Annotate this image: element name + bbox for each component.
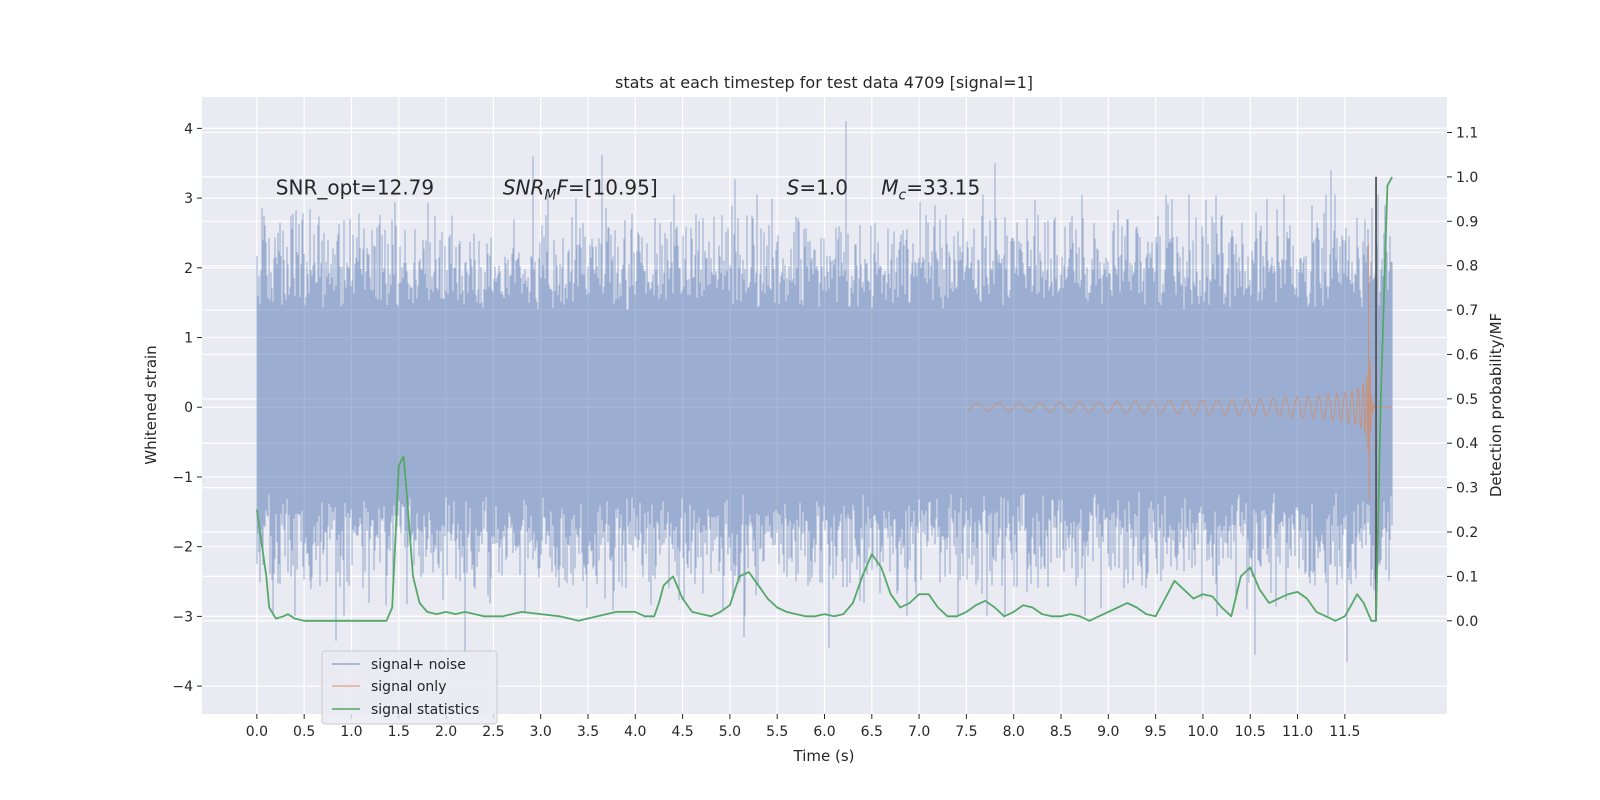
x-tick-label: 6.5	[861, 724, 883, 740]
series-signal-statistics	[256, 176, 1393, 622]
annotation-segment: SNR	[503, 176, 545, 200]
y-right-tick-label: 0.3	[1456, 481, 1478, 497]
legend-box	[321, 650, 498, 725]
x-tick-label: 3.5	[577, 724, 599, 740]
x-tick-label: 4.0	[624, 724, 646, 740]
y-right-tick-label: 1.0	[1456, 170, 1478, 186]
x-tick-label: 8.0	[1003, 724, 1025, 740]
y-left-axis-ticks: 4 3 2 1 0 −1 −2 −3 −4	[172, 121, 202, 695]
x-tick-label: 3.0	[530, 724, 552, 740]
x-axis-title: Time (s)	[793, 747, 855, 765]
x-tick-label: 2.0	[435, 724, 457, 740]
x-tick-label: 0.0	[246, 724, 268, 740]
x-tick-label: 7.0	[908, 724, 930, 740]
annotation-segment: S	[787, 176, 800, 200]
y-right-tick-label: 0.5	[1456, 392, 1478, 408]
y-left-tick-label: −1	[172, 470, 193, 486]
annotation-snr-opt: SNR_opt=12.79	[276, 176, 434, 200]
data-layer	[256, 121, 1393, 662]
x-tick-label: 5.5	[766, 724, 788, 740]
y-left-tick-label: −4	[172, 679, 193, 695]
annotation-segment: F	[556, 176, 568, 200]
y-left-tick-label: 2	[184, 261, 193, 277]
x-tick-label: 11.5	[1329, 724, 1360, 740]
annotation-segment: M	[881, 176, 898, 200]
x-tick-label: 11.0	[1282, 724, 1313, 740]
chart-title: stats at each timestep for test data 470…	[615, 73, 1033, 92]
y-right-axis-title: Detection probability/MF	[1487, 313, 1505, 497]
annotation-segment: c	[899, 188, 907, 204]
x-tick-label: 10.0	[1187, 724, 1218, 740]
annotation-mc-value: Mc=33.15	[881, 176, 980, 204]
x-tick-label: 6.0	[813, 724, 835, 740]
y-left-axis-title: Whitened strain	[142, 345, 160, 464]
y-left-tick-label: 1	[184, 331, 193, 347]
annotation-s-value: S=1.0	[787, 176, 848, 200]
x-tick-label: 9.5	[1144, 724, 1166, 740]
x-tick-label: 7.5	[955, 724, 977, 740]
annotation-segment: =1.0	[799, 176, 848, 200]
x-tick-label: 10.5	[1235, 724, 1266, 740]
series-signal-noise	[256, 121, 1393, 662]
annotations: SNR_opt=12.79 SNRMF=[10.95] S=1.0 Mc=33.15	[276, 176, 980, 204]
y-right-axis-ticks: 1.1 1.0 0.9 0.8 0.7 0.6 0.5 0.4 0.3 0.2 0.1 0.0	[1447, 126, 1478, 630]
legend-label-signal: signal only	[371, 679, 446, 695]
x-tick-label: 0.5	[293, 724, 315, 740]
x-tick-label: 4.5	[671, 724, 693, 740]
y-right-tick-label: 0.0	[1456, 614, 1478, 630]
annotation-segment: =33.15	[906, 176, 980, 200]
y-right-tick-label: 0.9	[1456, 214, 1478, 230]
x-tick-label: 1.0	[340, 724, 362, 740]
y-left-tick-label: 0	[184, 400, 193, 416]
y-right-tick-label: 0.4	[1456, 436, 1478, 452]
x-tick-label: 1.5	[388, 724, 410, 740]
annotation-snr-mf: SNRMF=[10.95]	[503, 176, 658, 204]
x-axis-ticks: 0.0 0.5 1.0 1.5 2.0 2.5 3.0 3.5 4.0 4.5 5.0 5.5 6.0 6…	[246, 714, 1360, 740]
x-tick-label: 9.0	[1097, 724, 1119, 740]
y-left-tick-label: −3	[172, 609, 193, 625]
y-left-tick-label: 3	[184, 191, 193, 207]
y-right-tick-label: 0.1	[1456, 569, 1478, 585]
annotation-segment: M	[544, 188, 556, 204]
series-signal-only	[966, 244, 1393, 501]
y-right-tick-label: 1.1	[1456, 126, 1478, 142]
x-tick-label: 5.0	[719, 724, 741, 740]
legend-label-stats: signal statistics	[371, 702, 479, 718]
x-tick-label: 8.5	[1050, 724, 1072, 740]
legend-label-noise: signal+ noise	[371, 657, 466, 673]
y-right-tick-label: 0.8	[1456, 259, 1478, 275]
annotation-segment: =[10.95]	[568, 176, 658, 200]
y-left-tick-label: −2	[172, 540, 193, 556]
y-left-tick-label: 4	[184, 121, 193, 137]
y-right-tick-label: 0.2	[1456, 525, 1478, 541]
x-tick-label: 2.5	[482, 724, 504, 740]
y-right-tick-label: 0.7	[1456, 303, 1478, 319]
annotation-segment: SNR_opt=12.79	[276, 176, 434, 200]
y-right-tick-label: 0.6	[1456, 347, 1478, 363]
legend: signal+ noise signal only signal statist…	[321, 650, 498, 725]
